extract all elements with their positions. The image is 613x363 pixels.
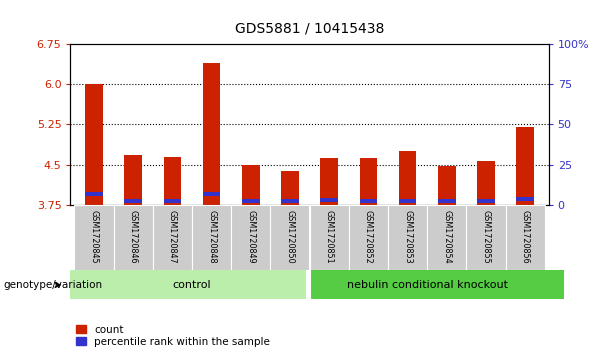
Text: GSM1720855: GSM1720855 [481, 210, 490, 264]
Text: GSM1720847: GSM1720847 [168, 210, 177, 263]
Bar [516, 127, 534, 205]
Bar [349, 205, 388, 270]
Bar [360, 158, 377, 205]
Bar [310, 270, 565, 299]
Bar [113, 205, 153, 270]
Bar [360, 199, 377, 203]
Text: GSM1720852: GSM1720852 [364, 210, 373, 264]
Text: GSM1720845: GSM1720845 [89, 210, 99, 263]
Text: GSM1720849: GSM1720849 [246, 210, 255, 263]
Bar [388, 205, 427, 270]
Bar [506, 205, 545, 270]
Bar [153, 205, 192, 270]
Bar [321, 158, 338, 205]
Bar [70, 270, 306, 299]
Bar [124, 199, 142, 203]
Text: genotype/variation: genotype/variation [3, 280, 102, 290]
Bar [85, 85, 103, 205]
Bar [270, 205, 310, 270]
Bar [203, 192, 221, 196]
Bar [231, 205, 270, 270]
Bar [164, 199, 181, 203]
Bar [242, 165, 259, 205]
Bar [85, 192, 103, 196]
Text: GSM1720851: GSM1720851 [325, 210, 333, 263]
Text: GSM1720856: GSM1720856 [520, 210, 530, 263]
Text: nebulin conditional knockout: nebulin conditional knockout [346, 280, 508, 290]
Bar [438, 199, 455, 203]
Bar [398, 199, 416, 203]
Text: control: control [173, 280, 211, 290]
Bar [203, 64, 221, 205]
Bar [438, 166, 455, 205]
Bar [310, 205, 349, 270]
Legend: count, percentile rank within the sample: count, percentile rank within the sample [75, 325, 270, 347]
Bar [477, 161, 495, 205]
Bar [398, 151, 416, 205]
Text: GSM1720854: GSM1720854 [442, 210, 451, 263]
Bar [466, 205, 506, 270]
Bar [192, 205, 231, 270]
Text: GDS5881 / 10415438: GDS5881 / 10415438 [235, 22, 384, 36]
Text: GSM1720848: GSM1720848 [207, 210, 216, 263]
Bar [281, 171, 299, 205]
Bar [74, 205, 113, 270]
Text: GSM1720850: GSM1720850 [286, 210, 294, 263]
Bar [124, 155, 142, 205]
Bar [427, 205, 466, 270]
Bar [321, 198, 338, 201]
Text: GSM1720846: GSM1720846 [129, 210, 138, 263]
Bar [477, 199, 495, 203]
Text: GSM1720853: GSM1720853 [403, 210, 412, 263]
Bar [281, 199, 299, 203]
Bar [516, 197, 534, 201]
Bar [164, 156, 181, 205]
Bar [242, 199, 259, 203]
